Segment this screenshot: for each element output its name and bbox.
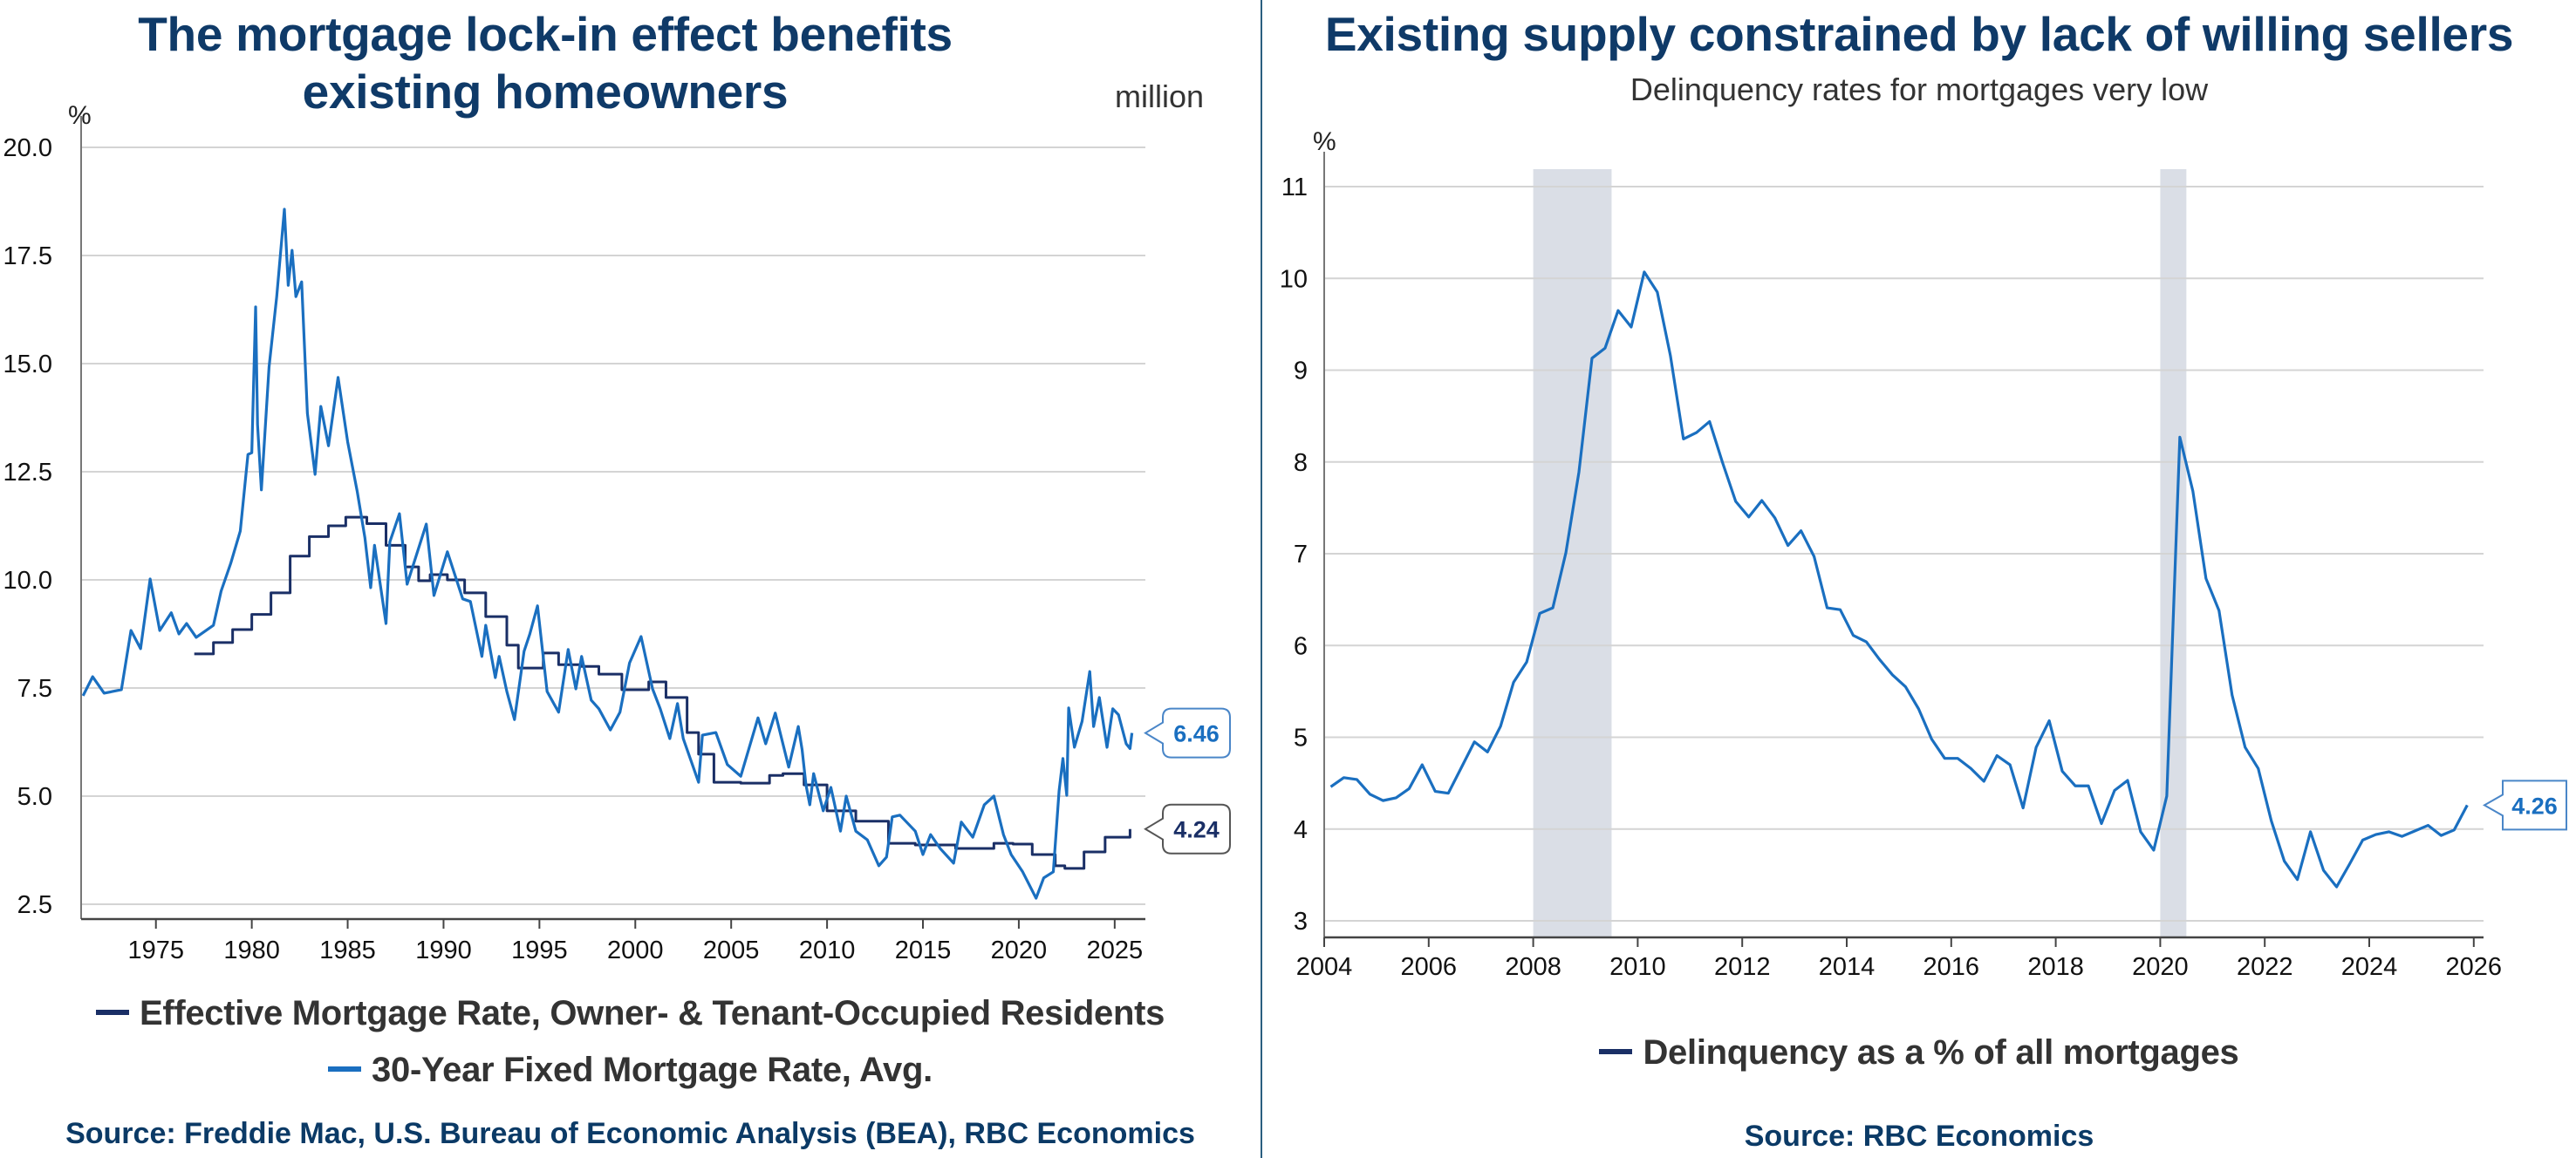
right-chart: 3 4 5 6 7 8 9 10 11% 2004 2006 2008 2010 2012 2014 2016…: [1280, 127, 2567, 981]
x-tick-label: 1980: [223, 937, 280, 964]
x-tick-label: 1990: [415, 937, 472, 964]
y-tick-label: 10: [1280, 265, 1308, 293]
right-legend-item-delinquency: Delinquency as a % of all mortgages: [1262, 1033, 2576, 1073]
left-source: Source: Freddie Mac, U.S. Bureau of Econ…: [65, 1117, 1195, 1150]
x-tick-label: 2018: [2027, 953, 2084, 981]
x-tick-label: 2008: [1505, 953, 1561, 981]
left-chart: 2.5 5.0 7.5 10.0 12.5 15.0 17.5 20.0% 1975 1980 19…: [3, 101, 1231, 964]
y-tick-label: 12.5: [3, 459, 52, 487]
y-tick-label: 8: [1294, 449, 1308, 477]
last-value-label: 4.24: [1173, 817, 1220, 843]
panel-divider: [1261, 0, 1262, 1158]
x-tick-label: 2006: [1401, 953, 1458, 981]
last-value-label: 6.46: [1173, 721, 1220, 747]
legend-label-effective: Effective Mortgage Rate, Owner- & Tenant…: [139, 994, 1165, 1032]
last-value-label: 4.26: [2511, 793, 2558, 819]
y-tick-label: 9: [1294, 358, 1308, 385]
y-tick-label: 4: [1294, 816, 1308, 844]
series-line-0: [1329, 270, 2469, 889]
legend-swatch-delinquency: [1599, 1049, 1633, 1055]
y-tick-label: 10.0: [3, 567, 52, 595]
x-tick-label: 2004: [1296, 953, 1353, 981]
left-chart-title-line1: The mortgage lock-in effect benefits: [138, 7, 953, 61]
x-tick-label: 2026: [2446, 953, 2503, 981]
left-right-axis-unit: million: [1115, 78, 1205, 114]
x-tick-label: 2020: [2132, 953, 2189, 981]
last-value-callout: [2482, 780, 2567, 831]
x-tick-label: 1975: [127, 937, 184, 964]
y-axis-unit: %: [68, 101, 92, 130]
series-line-0: [194, 515, 1131, 870]
x-tick-label: 2015: [895, 937, 952, 964]
x-tick-label: 2010: [1609, 953, 1666, 981]
x-tick-label: 2016: [1923, 953, 1980, 981]
y-tick-label: 20.0: [3, 134, 52, 162]
y-tick-label: 7.5: [17, 675, 52, 703]
series-line-1: [81, 208, 1134, 900]
last-value-callout: [1144, 707, 1231, 759]
y-tick-label: 17.5: [3, 242, 52, 270]
right-source: Source: RBC Economics: [1744, 1120, 2094, 1153]
x-tick-label: 2025: [1087, 937, 1144, 964]
y-tick-label: 5: [1294, 725, 1308, 753]
y-tick-label: 2.5: [17, 891, 52, 919]
y-tick-label: 11: [1281, 174, 1308, 201]
x-tick-label: 1995: [511, 937, 568, 964]
x-tick-label: 2010: [799, 937, 856, 964]
y-tick-label: 15.0: [3, 351, 52, 378]
y-tick-label: 3: [1294, 908, 1308, 936]
legend-label-delinquency: Delinquency as a % of all mortgages: [1643, 1033, 2239, 1072]
y-tick-label: 5.0: [17, 783, 52, 811]
x-tick-label: 2012: [1714, 953, 1771, 981]
left-legend-item-30yr: 30-Year Fixed Mortgage Rate, Avg.: [0, 1051, 1261, 1090]
x-tick-label: 2014: [1819, 953, 1876, 981]
y-tick-label: 6: [1294, 632, 1308, 660]
left-legend-item-effective: Effective Mortgage Rate, Owner- & Tenant…: [0, 994, 1261, 1033]
left-chart-title-line2: existing homeowners: [302, 65, 789, 119]
right-chart-subtitle: Delinquency rates for mortgages very low: [1630, 72, 2209, 107]
left-chart-title: The mortgage lock-in effect benefits exi…: [0, 5, 1090, 120]
x-tick-label: 2005: [703, 937, 760, 964]
x-tick-label: 2020: [991, 937, 1048, 964]
right-chart-title: Existing supply constrained by lack of w…: [1324, 7, 2514, 61]
legend-swatch-effective: [95, 1010, 129, 1016]
y-tick-label: 7: [1294, 541, 1308, 569]
legend-label-30yr: 30-Year Fixed Mortgage Rate, Avg.: [372, 1051, 933, 1089]
x-tick-label: 2000: [607, 937, 664, 964]
legend-swatch-30yr: [328, 1066, 362, 1073]
x-tick-label: 1985: [319, 937, 376, 964]
x-tick-label: 2024: [2341, 953, 2398, 981]
x-tick-label: 2022: [2237, 953, 2293, 981]
last-value-callout: [1144, 803, 1231, 855]
y-axis-unit: %: [1313, 127, 1336, 156]
